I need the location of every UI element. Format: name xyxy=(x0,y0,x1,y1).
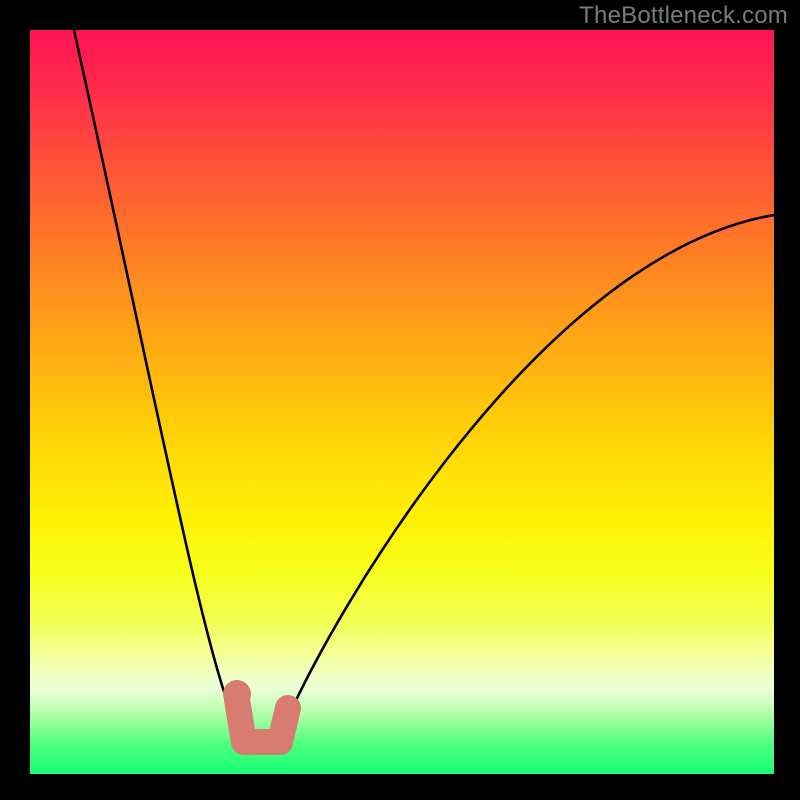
valley-marker-dot xyxy=(223,680,251,708)
bottleneck-curve xyxy=(74,30,774,720)
watermark-text: TheBottleneck.com xyxy=(579,2,788,30)
plot-area xyxy=(30,30,774,774)
outer-frame: TheBottleneck.com xyxy=(0,0,800,800)
valley-marker xyxy=(237,700,288,742)
chart-svg xyxy=(30,30,774,774)
